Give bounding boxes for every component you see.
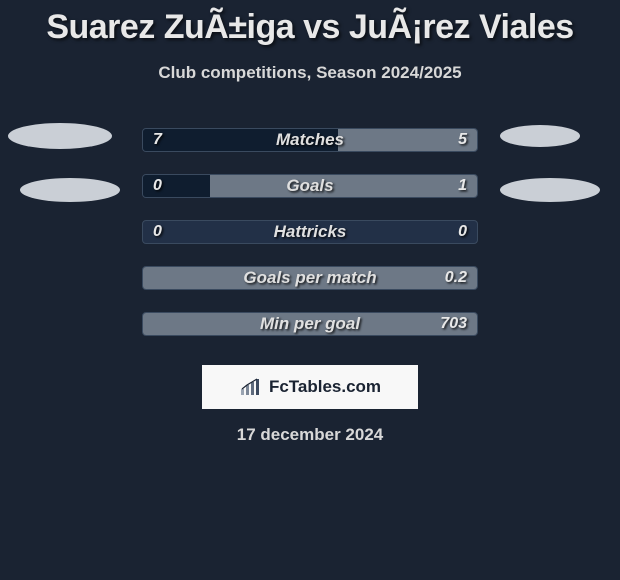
- stat-value-right: 0: [458, 223, 467, 241]
- logo-box: FcTables.com: [202, 365, 418, 409]
- page-title: Suarez ZuÃ±iga vs JuÃ¡rez Viales: [0, 0, 620, 47]
- logo-text: FcTables.com: [269, 377, 381, 397]
- stat-row: 0 1 Goals: [0, 163, 620, 209]
- stat-metric-label: Goals per match: [243, 268, 376, 288]
- stat-row: 703 Min per goal: [0, 301, 620, 347]
- footer-date: 17 december 2024: [0, 425, 620, 445]
- stat-bar: 0.2 Goals per match: [142, 266, 478, 290]
- stat-metric-label: Matches: [276, 130, 344, 150]
- stat-bar: 703 Min per goal: [142, 312, 478, 336]
- stat-value-right: 0.2: [445, 269, 467, 287]
- stats-rows: 7 5 Matches 0 1 Goals 0 0 Hattricks 0.2 Goals per …: [0, 117, 620, 347]
- stat-bar: 7 5 Matches: [142, 128, 478, 152]
- stat-value-right: 1: [458, 177, 467, 195]
- stat-value-left: 7: [153, 131, 162, 149]
- stat-row: 0 0 Hattricks: [0, 209, 620, 255]
- stat-metric-label: Hattricks: [274, 222, 347, 242]
- stat-metric-label: Min per goal: [260, 314, 360, 334]
- stat-value-left: 0: [153, 223, 162, 241]
- stat-bar: 0 0 Hattricks: [142, 220, 478, 244]
- logo-chart-icon: [239, 377, 263, 397]
- stat-bar: 0 1 Goals: [142, 174, 478, 198]
- stat-value-right: 703: [440, 315, 467, 333]
- subtitle: Club competitions, Season 2024/2025: [0, 63, 620, 83]
- stat-metric-label: Goals: [286, 176, 333, 196]
- stat-row: 0.2 Goals per match: [0, 255, 620, 301]
- stat-value-right: 5: [458, 131, 467, 149]
- stat-row: 7 5 Matches: [0, 117, 620, 163]
- stat-bar-right-fill: [338, 129, 477, 151]
- stat-value-left: 0: [153, 177, 162, 195]
- stat-bar-right-fill: [210, 175, 477, 197]
